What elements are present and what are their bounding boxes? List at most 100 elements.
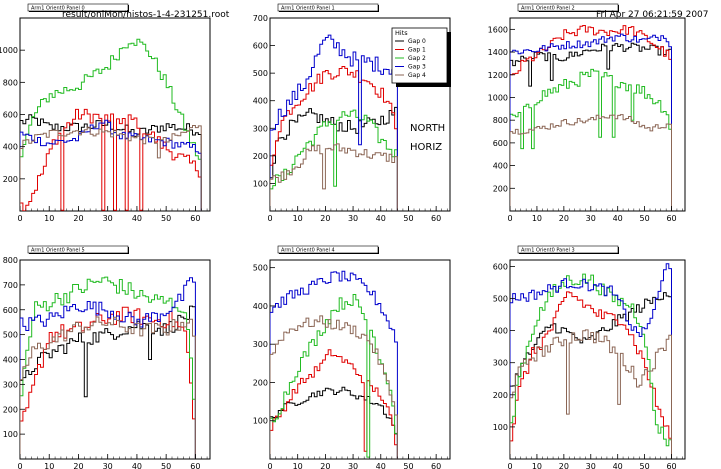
series-line-gap-2 [20,38,202,211]
y-tick-label: 400 [253,97,268,106]
panel-title-box [517,245,619,254]
y-tick-label: 1600 [488,25,508,34]
series-line-gap-3 [270,34,398,211]
y-tick-label: 800 [3,78,18,87]
x-tick-label: 30 [348,462,358,469]
series-group [510,263,672,459]
y-tick-label: 600 [3,111,18,120]
series-line-gap-2 [510,273,672,459]
series-line-gap-1 [20,108,202,211]
series-group [510,25,672,211]
y-tick-label: 600 [493,262,508,271]
y-tick-label: 500 [3,331,18,340]
x-tick-label: 0 [507,462,512,469]
y-tick-label: 200 [253,378,268,387]
y-tick-label: 300 [493,359,508,368]
y-tick-label: 200 [3,175,18,184]
panel-1: Arm1 Orient0 Panel 0 0 10 20 30 40 50 60 200 400 6… [0,3,211,223]
panel-title: Arm1 Orient0 Panel 1 [281,5,335,11]
y-tick-label: 300 [3,380,18,389]
x-tick-label: 10 [44,462,54,469]
x-tick-label: 60 [190,462,200,469]
series-line-gap-0 [270,106,398,211]
x-tick-label: 10 [532,462,542,469]
series-line-gap-1 [20,306,196,459]
series-line-gap-4 [510,329,672,459]
x-tick-label: 50 [640,462,650,469]
y-tick-label: 600 [493,139,508,148]
series-line-gap-3 [20,277,196,459]
series-line-gap-4 [20,125,202,211]
panel-title-box [27,245,129,254]
x-tick-label: 20 [320,462,330,469]
series-line-gap-4 [270,315,398,459]
y-tick-label: 400 [3,143,18,152]
plot-frame [509,259,686,460]
x-tick-label: 40 [132,462,142,469]
y-tick-label: 800 [493,116,508,125]
x-tick-label: 60 [431,214,441,223]
series-line-gap-3 [270,270,398,459]
y-tick-label: 200 [493,391,508,400]
x-tick-label: 40 [376,462,386,469]
y-tick-label: 1000 [0,46,18,55]
y-tick-label: 300 [253,340,268,349]
x-tick-label: 0 [267,462,272,469]
y-tick-label: 1400 [488,48,508,57]
y-tick-label: 500 [493,295,508,304]
panel-5: Arm1 Orient0 Panel 4 0 10 20 30 40 50 60 100 200 3… [253,245,451,469]
legend-entry: Gap 0 [408,38,426,45]
x-tick-label: 50 [640,214,650,223]
date-label: Fri Apr 27 06:21:59 2007 [596,10,709,20]
x-tick-label: 0 [17,462,22,469]
x-tick-label: 60 [190,214,200,223]
plot-frame [19,17,211,212]
x-tick-label: 30 [586,214,596,223]
x-tick-label: 10 [44,214,54,223]
legend-title: Hits [395,29,408,37]
x-tick-label: 0 [507,214,512,223]
series-line-gap-2 [20,276,196,459]
series-line-gap-1 [510,25,672,211]
y-tick-label: 700 [253,14,268,23]
x-tick-label: 40 [132,214,142,223]
series-line-gap-3 [510,33,672,211]
series-line-gap-2 [270,109,398,211]
series-line-gap-1 [270,349,398,459]
x-tick-label: 40 [613,214,623,223]
legend-box [391,27,448,84]
series-line-gap-3 [510,263,672,459]
y-tick-label: 100 [493,423,508,432]
plot-frame [19,259,211,460]
series-line-gap-0 [270,386,398,459]
x-tick-label: 40 [613,462,623,469]
panel-title: Arm1 Orient0 Panel 3 [521,247,575,253]
x-tick-label: 20 [73,214,83,223]
panel-title: Arm1 Orient0 Panel 4 [281,247,335,253]
panel-title: Arm1 Orient0 Panel 2 [521,5,575,11]
x-tick-label: 30 [103,462,113,469]
y-tick-label: 200 [253,152,268,161]
x-tick-label: 0 [267,214,272,223]
panel-title-box [277,245,379,254]
x-tick-label: 20 [559,214,569,223]
y-tick-label: 400 [493,327,508,336]
x-tick-label: 50 [403,462,413,469]
file-path-label: result/onlMon/histos-1-4-231251.root [62,10,230,20]
x-tick-label: 30 [103,214,113,223]
y-tick-label: 500 [253,69,268,78]
series-line-gap-4 [270,143,398,211]
y-tick-label: 1000 [488,93,508,102]
y-tick-label: 200 [3,405,18,414]
y-tick-label: 1200 [488,71,508,80]
series-line-gap-1 [270,66,398,211]
x-tick-label: 60 [666,214,676,223]
panel-title: Arm1 Orient0 Panel 5 [31,247,85,253]
annotation-horiz: HORIZ [410,142,442,153]
x-tick-label: 10 [293,214,303,223]
series-line-gap-0 [20,305,196,459]
series-group [20,38,202,211]
series-group [20,276,196,459]
x-tick-label: 20 [73,462,83,469]
